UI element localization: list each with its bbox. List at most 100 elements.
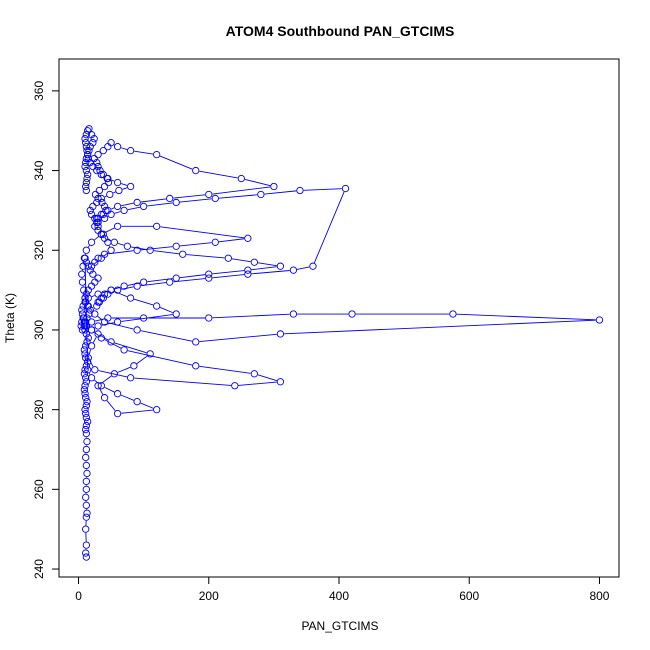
- data-point: [106, 190, 114, 199]
- data-point: [100, 318, 109, 326]
- series-line-segment: [127, 206, 141, 211]
- series-line-segment: [92, 336, 97, 343]
- data-point: [82, 445, 90, 454]
- data-point: [78, 306, 86, 314]
- data-point: [87, 342, 96, 350]
- data-point: [140, 278, 148, 286]
- data-point: [81, 382, 89, 390]
- data-point: [82, 549, 90, 557]
- data-point: [113, 143, 122, 151]
- data-point: [257, 190, 265, 199]
- data-point: [89, 202, 97, 211]
- data-point: [133, 198, 141, 207]
- data-point: [82, 413, 90, 422]
- x-axis: 0 200 400 600 800: [75, 576, 610, 603]
- data-point: [82, 362, 90, 370]
- data-point: [84, 170, 92, 179]
- series-line-segment: [117, 242, 124, 246]
- series-line-segment: [104, 339, 122, 349]
- series-line-segment: [134, 377, 232, 386]
- data-point: [81, 390, 89, 398]
- data-point: [107, 210, 115, 219]
- series-line-segment: [106, 400, 116, 412]
- data-point: [99, 210, 107, 219]
- data-point: [89, 139, 97, 147]
- data-point: [77, 322, 85, 330]
- data-point: [78, 310, 87, 318]
- data-point: [104, 290, 112, 298]
- chart-title: ATOM4 Southbound PAN_GTCIMS: [226, 23, 455, 39]
- data-point: [87, 374, 96, 382]
- data-point: [84, 354, 92, 362]
- data-point: [80, 286, 88, 294]
- data-point: [205, 314, 213, 322]
- data-point: [113, 318, 122, 326]
- x-tick-label: 800: [589, 589, 609, 603]
- series-line-segment: [218, 238, 245, 243]
- data-point: [276, 262, 285, 270]
- data-point: [87, 131, 96, 139]
- data-point: [140, 202, 148, 211]
- series-line-segment: [153, 250, 180, 255]
- series-line-segment: [186, 254, 225, 259]
- data-point: [97, 194, 105, 203]
- data-point: [289, 310, 298, 318]
- series-line-segment: [127, 350, 193, 366]
- data-point: [120, 346, 128, 354]
- data-point: [85, 125, 93, 133]
- x-axis-label: PAN_GTCIMS: [301, 619, 378, 633]
- series-line-segment: [257, 374, 277, 382]
- data-point: [296, 186, 304, 195]
- data-point: [107, 246, 115, 254]
- data-point: [94, 322, 102, 330]
- series-line-segment: [251, 270, 290, 275]
- data-point: [115, 186, 123, 195]
- series-line-segment: [134, 298, 154, 306]
- data-point: [244, 234, 252, 242]
- series-line-segment: [91, 295, 95, 298]
- series-line-segment: [313, 191, 345, 263]
- series-line-segment: [140, 198, 167, 203]
- data-point: [89, 162, 97, 171]
- data-point: [205, 270, 213, 278]
- data-point: [120, 206, 128, 215]
- data-point: [98, 198, 106, 207]
- series-line-segment: [108, 322, 134, 330]
- series-line-segment: [159, 307, 173, 314]
- series-line-segment: [140, 402, 154, 409]
- data-point: [153, 405, 161, 414]
- data-point: [82, 374, 90, 382]
- data-point: [140, 314, 148, 322]
- series-line-segment: [296, 266, 310, 270]
- data-point: [93, 198, 101, 207]
- data-point: [91, 310, 99, 318]
- data-point: [86, 143, 94, 151]
- data-point: [82, 394, 90, 402]
- data-point: [80, 254, 89, 262]
- data-point: [133, 246, 141, 254]
- y-tick-label: 360: [32, 81, 46, 101]
- data-point: [82, 139, 90, 147]
- data-point: [82, 131, 90, 139]
- series-line-segment: [173, 194, 206, 199]
- data-point: [100, 234, 109, 242]
- series-line-segment: [257, 262, 277, 267]
- data-point: [82, 485, 90, 493]
- series-line-segment: [114, 211, 121, 214]
- data-point: [84, 358, 92, 366]
- data-point: [91, 366, 99, 374]
- data-point: [126, 374, 135, 382]
- data-point: [86, 206, 94, 215]
- data-point: [113, 409, 122, 418]
- data-point: [81, 322, 89, 330]
- x-tick-label: 400: [329, 589, 349, 603]
- data-point: [166, 194, 174, 203]
- data-point: [81, 405, 89, 414]
- series-line-segment: [122, 187, 128, 190]
- data-point: [82, 143, 90, 151]
- data-point: [81, 162, 89, 171]
- series-line-segment: [111, 207, 115, 210]
- data-point: [86, 158, 94, 167]
- data-point: [89, 270, 97, 278]
